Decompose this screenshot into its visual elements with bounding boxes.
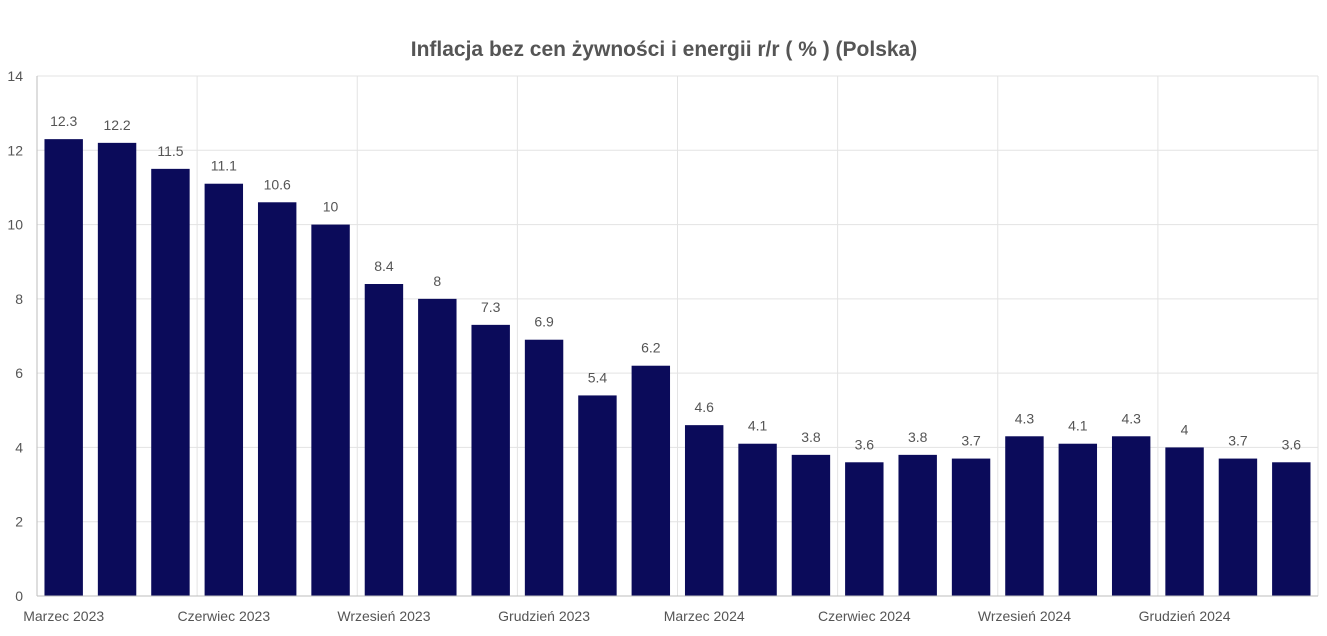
bar — [1058, 443, 1098, 596]
data-label: 4.6 — [694, 399, 714, 415]
bar — [471, 324, 510, 596]
bar — [845, 462, 884, 596]
y-tick-label: 0 — [15, 588, 23, 604]
data-label: 3.7 — [961, 433, 981, 449]
data-label: 4 — [1181, 421, 1189, 437]
data-label: 7.3 — [481, 299, 501, 315]
y-tick-label: 12 — [7, 142, 23, 158]
bar — [257, 202, 297, 597]
x-tick-label: Marzec 2024 — [664, 608, 745, 624]
data-label: 3.8 — [908, 429, 928, 445]
data-label: 10 — [323, 199, 339, 215]
data-label: 4.1 — [1068, 418, 1088, 434]
x-tick-label: Czerwiec 2023 — [178, 608, 271, 624]
bar — [524, 339, 564, 596]
data-label: 3.7 — [1228, 433, 1248, 449]
x-axis: Marzec 2023 Czerwiec 2023 Wrzesień 2023 Gru… — [23, 595, 1318, 624]
data-labels-layer: 12.3 12.2 11.5 11.1 10.6 10 8.4 8 7.3 6.9 5.4 6.2 4.… — [50, 113, 1301, 452]
y-tick-label: 4 — [15, 439, 23, 455]
chart-title: Inflacja bez cen żywności i energii r/r … — [411, 38, 917, 61]
data-label: 11.5 — [157, 143, 183, 159]
y-tick-label: 2 — [15, 514, 23, 530]
bar — [44, 139, 83, 596]
bar — [311, 224, 350, 597]
bar — [1005, 436, 1044, 596]
bar — [1218, 458, 1258, 596]
bar — [1165, 447, 1204, 596]
bar — [151, 168, 190, 596]
bar — [1272, 462, 1311, 596]
y-tick-label: 14 — [7, 68, 23, 84]
data-label: 10.6 — [264, 176, 291, 192]
x-tick-label: Grudzień 2024 — [1139, 608, 1231, 624]
y-tick-label: 6 — [15, 365, 23, 381]
data-label: 11.1 — [211, 158, 237, 174]
y-tick-label: 8 — [15, 291, 23, 307]
bar — [791, 454, 831, 596]
data-label: 6.2 — [641, 340, 661, 356]
y-tick-label: 10 — [7, 217, 23, 233]
data-label: 12.3 — [50, 113, 77, 129]
bar — [1111, 436, 1151, 596]
data-label: 4.3 — [1015, 410, 1035, 426]
bar — [684, 425, 724, 596]
data-label: 3.6 — [855, 436, 875, 452]
bar — [418, 298, 457, 596]
x-tick-label: Marzec 2023 — [23, 608, 104, 624]
data-label: 4.3 — [1121, 410, 1141, 426]
x-tick-label: Wrzesień 2023 — [337, 608, 430, 624]
data-label: 8 — [433, 273, 441, 289]
bar — [738, 443, 777, 596]
data-label: 6.9 — [534, 314, 554, 330]
y-axis: 0 2 4 6 8 10 12 14 — [7, 68, 38, 604]
data-label: 3.6 — [1282, 436, 1302, 452]
bar — [364, 284, 404, 596]
bar — [951, 458, 991, 596]
data-label: 8.4 — [374, 258, 394, 274]
bar — [631, 365, 671, 596]
data-label: 4.1 — [748, 418, 768, 434]
bars-layer — [44, 139, 1311, 597]
data-label: 3.8 — [801, 429, 821, 445]
x-tick-label: Grudzień 2023 — [498, 608, 590, 624]
data-label: 5.4 — [588, 369, 608, 385]
grid-layer — [37, 75, 1319, 596]
bar — [578, 395, 617, 596]
data-label: 12.2 — [103, 117, 130, 133]
bar — [898, 454, 937, 596]
bar — [97, 142, 137, 596]
x-tick-label: Czerwiec 2024 — [818, 608, 911, 624]
bar — [204, 183, 244, 596]
x-tick-label: Wrzesień 2024 — [978, 608, 1071, 624]
